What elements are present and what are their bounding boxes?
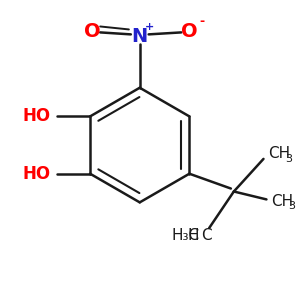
- Text: CH: CH: [268, 146, 291, 161]
- Text: 3: 3: [288, 201, 295, 211]
- Text: O: O: [181, 22, 197, 41]
- Text: N: N: [132, 27, 148, 46]
- Text: H: H: [188, 229, 199, 244]
- Text: O: O: [84, 22, 101, 41]
- Text: -: -: [200, 15, 205, 28]
- Text: CH: CH: [272, 194, 293, 209]
- Text: +: +: [145, 22, 154, 32]
- Text: C: C: [201, 229, 212, 244]
- Text: 3: 3: [285, 154, 292, 164]
- Text: HO: HO: [22, 107, 51, 125]
- Text: H₃C: H₃C: [171, 229, 199, 244]
- Text: HO: HO: [22, 165, 51, 183]
